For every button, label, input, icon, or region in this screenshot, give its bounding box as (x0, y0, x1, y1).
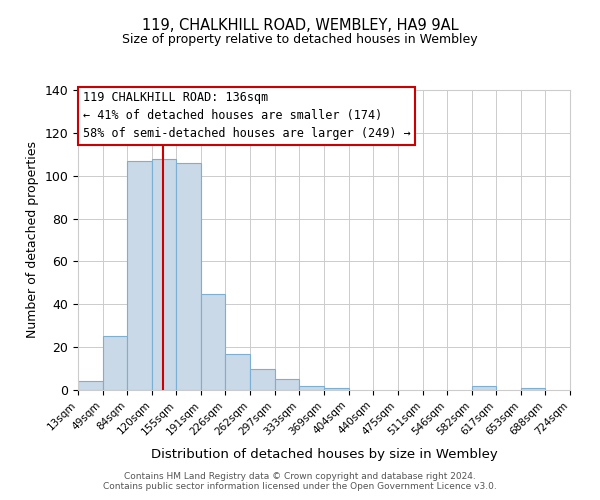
Bar (152, 158, 176, 390)
Bar (78, 382, 103, 390)
X-axis label: Distribution of detached houses by size in Wembley: Distribution of detached houses by size … (151, 448, 497, 460)
Bar (299, 386, 325, 390)
Bar (127, 160, 152, 390)
Bar (521, 388, 545, 390)
Bar (325, 388, 349, 390)
Bar (226, 354, 250, 390)
Bar (275, 380, 299, 390)
Bar (103, 336, 127, 390)
Y-axis label: Number of detached properties: Number of detached properties (26, 142, 39, 338)
Text: Contains HM Land Registry data © Crown copyright and database right 2024.: Contains HM Land Registry data © Crown c… (124, 472, 476, 481)
Text: 119, CHALKHILL ROAD, WEMBLEY, HA9 9AL: 119, CHALKHILL ROAD, WEMBLEY, HA9 9AL (142, 18, 458, 32)
Bar (472, 386, 496, 390)
Bar (201, 294, 226, 390)
Text: Contains public sector information licensed under the Open Government Licence v3: Contains public sector information licen… (103, 482, 497, 491)
Bar (250, 368, 275, 390)
Text: 119 CHALKHILL ROAD: 136sqm
← 41% of detached houses are smaller (174)
58% of sem: 119 CHALKHILL ROAD: 136sqm ← 41% of deta… (83, 92, 410, 140)
Text: Size of property relative to detached houses in Wembley: Size of property relative to detached ho… (122, 32, 478, 46)
Bar (176, 163, 201, 390)
